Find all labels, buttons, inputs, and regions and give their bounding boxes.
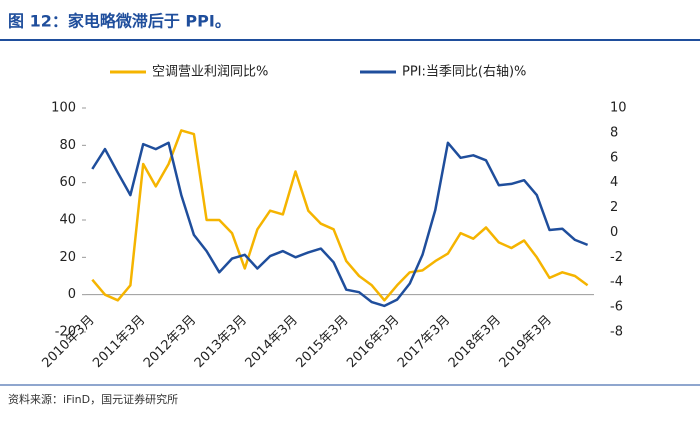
- y2-tick-label: -8: [610, 325, 623, 340]
- y2-tick-label: 0: [610, 225, 618, 240]
- y2-tick-label: 8: [610, 125, 618, 140]
- x-tick-label: 2011年3月: [90, 313, 148, 371]
- y2-tick-label: 10: [610, 101, 627, 116]
- x-tick-label: 2017年3月: [395, 313, 453, 371]
- y2-tick-label: 2: [610, 200, 618, 215]
- y-tick-label: -20: [55, 325, 76, 340]
- y-tick-label: 80: [59, 138, 76, 153]
- y2-tick-label: 4: [610, 175, 618, 190]
- legend-label: PPI:当季同比(右轴)%: [402, 65, 526, 80]
- y2-tick-label: -4: [610, 275, 623, 290]
- y-tick-label: 20: [59, 250, 76, 265]
- source: 资料来源：iFinD，国元证券研究所: [8, 392, 178, 406]
- x-tick-label: 2013年3月: [192, 313, 250, 371]
- series-line: [91, 141, 589, 308]
- x-tick-label: 2016年3月: [344, 313, 402, 371]
- x-tick-label: 2010年3月: [39, 313, 97, 371]
- y-tick-label: 0: [68, 287, 76, 302]
- x-tick-label: 2019年3月: [497, 313, 555, 371]
- y-tick-label: 40: [59, 213, 76, 228]
- series-line: [91, 129, 589, 302]
- legend-label: 空调营业利润同比%: [152, 65, 268, 80]
- y-tick-label: 60: [59, 175, 76, 190]
- y2-tick-label: -6: [610, 300, 623, 315]
- y2-tick-label: 6: [610, 150, 618, 165]
- y2-tick-label: -2: [610, 250, 623, 265]
- y-tick-label: 100: [51, 101, 76, 116]
- x-tick-label: 2018年3月: [446, 313, 504, 371]
- chart-title: 图 12：家电略微滞后于 PPI。: [8, 12, 231, 31]
- x-tick-label: 2015年3月: [293, 313, 351, 371]
- x-tick-label: 2014年3月: [243, 313, 301, 371]
- x-tick-label: 2012年3月: [141, 313, 199, 371]
